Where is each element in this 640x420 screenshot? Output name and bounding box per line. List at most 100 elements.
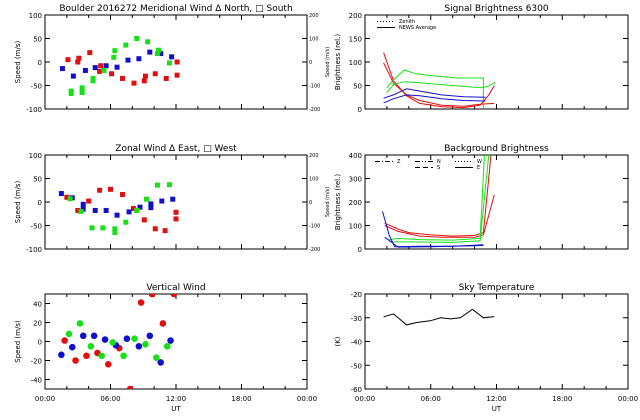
y2-tick-label: -200 [309, 247, 320, 253]
data-point-blue [103, 63, 109, 69]
data-point-green [98, 352, 106, 360]
data-point-green [87, 342, 95, 350]
y-tick-label: 0 [358, 106, 362, 114]
y-tick-label: 400 [349, 152, 362, 160]
data-point-green [163, 342, 171, 350]
data-point-red [137, 299, 145, 306]
data-point-green [131, 335, 138, 342]
y-axis-label: Speed (m/s) [14, 41, 22, 84]
data-point-green [76, 320, 84, 327]
data-point-green [154, 51, 160, 57]
series-line-axis [383, 308, 495, 326]
data-point-blue [114, 212, 120, 218]
data-point-blue [114, 64, 120, 70]
y-tick-label: 300 [349, 176, 362, 184]
data-point-red [97, 68, 103, 74]
series-group [59, 36, 180, 96]
panel-background: Background Brightness 400 300 200 100 0 Bright… [334, 144, 629, 254]
data-point-green [68, 90, 74, 96]
data-point-red [64, 194, 70, 200]
series-line-green [386, 81, 496, 93]
data-point-blue [136, 56, 142, 62]
legend-label: E [477, 165, 480, 171]
data-point-blue [170, 196, 176, 202]
y-tick-label: 50 [33, 176, 42, 184]
x-tick-label: 18:00 [231, 395, 251, 403]
chart-title: Zonal Wind Δ East, □ West [115, 144, 237, 154]
data-point-green [78, 208, 84, 214]
y-tick-label: -100 [26, 246, 42, 254]
data-point-blue [58, 191, 64, 197]
data-point-red [148, 294, 156, 298]
data-point-red [108, 186, 113, 192]
x-tick-label: 12:00 [166, 395, 186, 403]
panel-vertical: Vertical Wind 00:00 06:00 12:00 18:00 00:00 UT… [14, 283, 317, 413]
y-tick-label: 0 [358, 246, 362, 254]
data-point-red [61, 337, 68, 344]
data-point-red [75, 59, 81, 65]
series-line-red [383, 62, 495, 107]
data-point-blue [125, 57, 131, 63]
data-point-blue [148, 201, 154, 207]
data-point-red [152, 226, 158, 232]
data-point-blue [123, 335, 131, 342]
series-line-blue [383, 88, 486, 99]
series-line-red [384, 155, 492, 237]
data-point-red [152, 71, 158, 77]
data-point-red [174, 72, 180, 78]
data-point-blue [158, 51, 164, 57]
data-point-red [105, 361, 112, 368]
data-point-green [79, 90, 85, 96]
legend-label: NEWS Average [399, 25, 436, 31]
data-point-red [162, 228, 168, 234]
data-point-green [79, 85, 85, 91]
y2-tick-label: 0 [309, 60, 312, 66]
data-point-green [144, 196, 150, 202]
data-point-red [83, 352, 90, 360]
panel-meridional: Boulder 2016272 Meridional Wind Δ North,… [14, 4, 331, 114]
data-point-red [159, 320, 167, 327]
data-point-green [112, 226, 118, 232]
data-point-green [153, 354, 160, 361]
series-group [382, 155, 495, 248]
y-tick-label: -20 [351, 291, 362, 299]
data-point-blue [92, 65, 98, 71]
series-group [58, 294, 178, 389]
y-tick-label: 150 [349, 36, 362, 44]
y-tick-label: 200 [349, 12, 362, 20]
plot-frame [44, 293, 308, 390]
data-point-green [166, 182, 172, 188]
data-point-red [75, 207, 81, 213]
y2-tick-label: -100 [309, 84, 320, 90]
x-tick-label: 00:00 [355, 395, 375, 403]
data-point-blue [135, 342, 143, 350]
data-point-blue [92, 207, 98, 213]
data-point-red [120, 191, 126, 197]
y2-axis-label: Speed (m/s) [325, 187, 331, 217]
y-tick-label: -100 [26, 106, 42, 114]
legend-label: Zenith [399, 19, 415, 25]
y-tick-label: 20 [33, 320, 42, 328]
plot-frame [364, 154, 629, 250]
data-point-blue [90, 332, 98, 340]
series-line-green [389, 155, 490, 243]
y-tick-label: 100 [349, 223, 362, 231]
data-point-blue [79, 332, 87, 340]
data-point-green [134, 207, 140, 213]
data-point-red [141, 217, 147, 223]
data-point-blue [103, 207, 109, 213]
x-tick-label: 00:00 [35, 395, 55, 403]
data-point-green [112, 48, 118, 54]
chart-title: Boulder 2016272 Meridional Wind Δ North,… [59, 4, 292, 14]
chart-title: Vertical Wind [146, 283, 205, 293]
data-point-blue [167, 337, 174, 344]
chart-title: Sky Temperature [459, 283, 535, 293]
data-point-red [131, 80, 137, 86]
data-point-blue [137, 204, 143, 210]
data-point-red [76, 55, 82, 61]
legend-label: S [437, 165, 440, 171]
data-point-green [101, 67, 107, 73]
series-line-red [383, 52, 495, 109]
data-point-blue [146, 332, 154, 340]
